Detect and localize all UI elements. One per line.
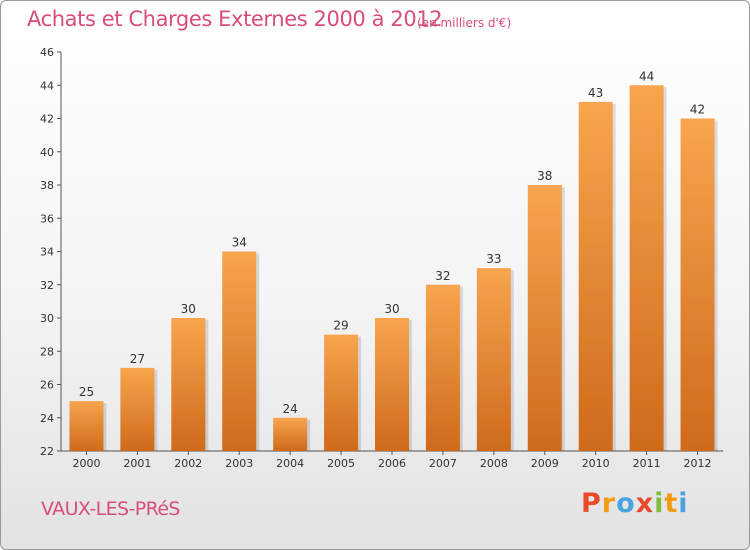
y-tick-label: 44 <box>40 79 54 92</box>
bar-value-label: 42 <box>690 103 705 117</box>
x-tick-label: 2008 <box>480 457 508 470</box>
x-tick-label: 2012 <box>684 457 712 470</box>
x-tick-label: 2000 <box>72 457 100 470</box>
bar <box>680 118 715 451</box>
y-tick-label: 24 <box>40 412 54 425</box>
bar-value-label: 24 <box>283 402 298 416</box>
bar-value-label: 33 <box>486 252 501 266</box>
bar-value-label: 43 <box>588 86 603 100</box>
bar-value-label: 30 <box>384 302 399 316</box>
x-tick-label: 2004 <box>276 457 304 470</box>
bar <box>578 101 613 451</box>
logo-letter: o <box>616 488 636 519</box>
bar <box>629 85 664 451</box>
bar <box>120 367 155 451</box>
proxiti-logo[interactable]: Proxiti <box>581 488 689 519</box>
x-tick-label: 2002 <box>174 457 202 470</box>
y-tick-label: 30 <box>40 312 54 325</box>
x-tick-label: 2011 <box>633 457 661 470</box>
x-tick-label: 2001 <box>123 457 151 470</box>
bar <box>476 268 511 451</box>
chart-title: Achats et Charges Externes 2000 à 2012 <box>27 7 443 31</box>
bar <box>425 284 460 451</box>
bar <box>324 334 359 451</box>
town-name: VAUX-LES-PRéS <box>41 498 180 520</box>
y-tick-label: 38 <box>40 179 54 192</box>
bar <box>527 185 562 451</box>
bar <box>273 417 308 451</box>
bar-value-label: 27 <box>130 352 145 366</box>
bar-value-label: 44 <box>639 69 654 83</box>
logo-letter: t <box>664 488 679 519</box>
y-tick-label: 34 <box>40 246 54 259</box>
y-tick-label: 42 <box>40 113 54 126</box>
bar <box>222 251 257 451</box>
logo-letter: r <box>601 488 617 519</box>
bar-value-label: 30 <box>181 302 196 316</box>
y-tick-label: 28 <box>40 345 54 358</box>
logo-letter: x <box>635 488 655 519</box>
bar <box>375 318 409 451</box>
x-tick-label: 2009 <box>531 457 559 470</box>
bar-value-label: 25 <box>79 385 94 399</box>
bar-value-label: 32 <box>435 269 450 283</box>
y-tick-label: 22 <box>40 445 54 458</box>
y-tick-label: 26 <box>40 379 54 392</box>
x-tick-label: 2006 <box>378 457 406 470</box>
bar <box>171 318 206 451</box>
bar-value-label: 29 <box>333 319 348 333</box>
bar-value-label: 38 <box>537 169 552 183</box>
y-tick-label: 40 <box>40 146 54 159</box>
x-tick-label: 2007 <box>429 457 457 470</box>
chart-subtitle: (en milliers d'€) <box>417 16 512 30</box>
bar <box>69 401 104 451</box>
logo-letter: i <box>654 488 665 519</box>
x-tick-label: 2003 <box>225 457 253 470</box>
x-tick-label: 2005 <box>327 457 355 470</box>
bar-value-label: 34 <box>232 236 247 250</box>
logo-letter: i <box>678 488 689 519</box>
y-tick-label: 32 <box>40 279 54 292</box>
x-tick-label: 2010 <box>582 457 610 470</box>
logo-letter: P <box>581 488 602 519</box>
y-tick-label: 36 <box>40 212 54 225</box>
y-tick-label: 46 <box>40 46 54 59</box>
